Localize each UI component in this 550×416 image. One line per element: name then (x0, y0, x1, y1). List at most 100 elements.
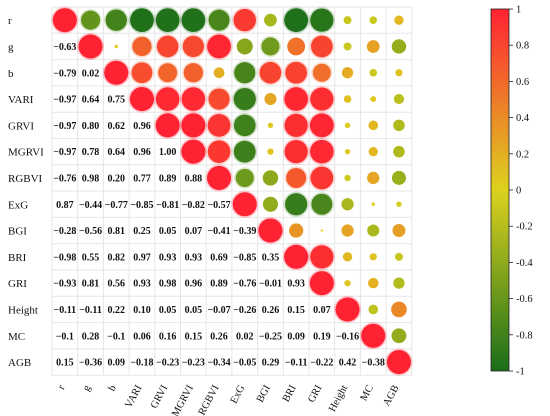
col-label-BRI: BRI (281, 383, 299, 404)
coef-AGB-RGBVI: −0.34 (207, 358, 230, 369)
coef-GRI-ExG: −0.76 (233, 279, 256, 290)
coef-Height-b: 0.22 (108, 305, 126, 316)
col-label-GRI: GRI (306, 383, 324, 405)
corr-circle-BGI-MC (367, 224, 380, 237)
row-label-BGI: BGI (8, 226, 27, 238)
corr-circle-BGI-BRI (289, 223, 304, 238)
coef-VARI-g: 0.64 (82, 95, 100, 106)
coef-MC-r: −0.1 (56, 331, 74, 342)
corr-circle-MGRVI-BGI (267, 148, 274, 155)
coef-MGRVI-VARI: 0.96 (133, 147, 151, 158)
coef-ExG-MGRVI: −0.82 (182, 200, 205, 211)
colorbar-tick-label: 0.2 (516, 149, 529, 160)
corr-circle-b-BRI (285, 61, 308, 84)
corr-circle-g-VARI (132, 36, 152, 57)
corr-circle-RGBVI-GRI (310, 166, 334, 190)
corr-circle-ExG-ExG (232, 192, 257, 217)
coef-MGRVI-GRVI: 1.00 (159, 147, 177, 158)
row-label-g: g (8, 41, 14, 53)
corr-circle-GRVI-BRI (284, 113, 308, 137)
coef-Height-GRVI: 0.05 (159, 305, 177, 316)
corr-circle-GRI-GRI (309, 271, 334, 296)
corr-circle-RGBVI-RGBVI (207, 165, 232, 190)
coef-AGB-r: 0.15 (56, 358, 74, 369)
corr-circle-RGBVI-Height (344, 174, 351, 182)
coef-Height-RGBVI: −0.07 (207, 305, 230, 316)
corr-circle-MGRVI-GRI (310, 139, 334, 164)
colorbar-tick-label: 0.4 (516, 113, 530, 124)
coef-BGI-ExG: −0.39 (233, 226, 256, 237)
corr-circle-ExG-AGB (396, 201, 402, 207)
coef-AGB-ExG: −0.05 (233, 358, 256, 369)
coef-Height-BGI: 0.26 (262, 305, 280, 316)
coef-MC-b: −0.1 (107, 331, 125, 342)
coef-BGI-VARI: 0.25 (133, 226, 151, 237)
coef-BRI-BGI: 0.35 (262, 252, 280, 263)
corr-circle-VARI-GRVI (155, 87, 180, 111)
colorbar-tick-label: 0.8 (516, 41, 529, 52)
corr-circle-b-GRVI (158, 63, 178, 83)
corr-circle-GRVI-MC (368, 120, 379, 131)
coef-BGI-RGBVI: −0.41 (207, 226, 230, 237)
corr-circle-MGRVI-BRI (284, 140, 308, 164)
coef-AGB-BGI: 0.29 (262, 358, 280, 369)
corr-circle-r-GRVI (155, 8, 180, 33)
corr-circle-RGBVI-BGI (262, 170, 279, 186)
corr-circle-GRVI-MGRVI (181, 113, 206, 138)
colorbar-tick-label: 1 (516, 5, 521, 16)
corr-circle-g-MGRVI (182, 35, 204, 58)
coef-VARI-b: 0.75 (108, 95, 126, 106)
col-label-ExG: ExG (229, 383, 248, 406)
coef-MC-Height: −0.16 (336, 331, 359, 342)
corr-circle-RGBVI-AGB (391, 170, 406, 185)
coef-AGB-VARI: −0.18 (130, 358, 153, 369)
corr-circle-RGBVI-ExG (235, 168, 254, 188)
corr-circle-g-AGB (391, 39, 407, 54)
corr-circle-b-b (104, 60, 129, 85)
corr-circle-Height-MC (368, 304, 379, 315)
coef-RGBVI-b: 0.20 (108, 173, 126, 184)
corr-circle-VARI-RGBVI (208, 88, 230, 110)
coef-AGB-g: −0.36 (79, 358, 102, 369)
coef-GRI-VARI: 0.93 (133, 279, 151, 290)
row-label-GRVI: GRVI (8, 120, 34, 132)
corr-circle-BRI-AGB (394, 252, 403, 261)
col-label-VARI: VARI (123, 383, 144, 410)
corr-circle-VARI-MGRVI (181, 87, 206, 111)
corr-circle-MGRVI-AGB (393, 145, 405, 158)
coef-BGI-b: 0.81 (108, 226, 126, 237)
coef-g-r: −0.63 (53, 42, 76, 53)
coef-ExG-RGBVI: −0.57 (207, 200, 230, 211)
coef-GRI-MGRVI: 0.96 (185, 279, 203, 290)
coef-Height-MGRVI: 0.05 (185, 305, 203, 316)
coef-GRI-BRI: 0.93 (287, 279, 305, 290)
row-label-GRI: GRI (8, 278, 27, 290)
corr-circle-VARI-BRI (284, 87, 309, 111)
corr-circle-r-GRI (310, 8, 334, 32)
coef-Height-r: −0.11 (54, 305, 77, 316)
coef-Height-ExG: −0.26 (233, 305, 256, 316)
coef-MC-BRI: 0.09 (287, 331, 305, 342)
row-label-MGRVI: MGRVI (8, 147, 44, 159)
coef-AGB-b: 0.09 (108, 358, 126, 369)
corr-circle-VARI-MC (370, 96, 377, 103)
corr-circle-r-ExG (233, 8, 256, 32)
corr-circle-BGI-Height (341, 224, 354, 237)
col-label-g: g (81, 383, 94, 393)
coef-BGI-r: −0.28 (53, 226, 76, 237)
colorbar-tick-label: 0 (516, 186, 521, 197)
row-label-b: b (8, 68, 14, 80)
corr-circle-r-AGB (394, 15, 404, 25)
corr-circle-GRVI-Height (344, 122, 351, 129)
coef-Height-g: −0.11 (79, 305, 102, 316)
coef-AGB-MGRVI: −0.23 (182, 358, 205, 369)
coef-ExG-g: −0.44 (79, 200, 102, 211)
corr-circle-b-Height (341, 67, 354, 79)
row-label-Height: Height (8, 304, 38, 316)
col-label-MC: MC (359, 383, 376, 403)
corr-circle-GRI-AGB (393, 277, 405, 289)
corr-circle-b-RGBVI (213, 67, 225, 79)
corr-circle-g-GRI (311, 35, 333, 58)
colorbar-tick-label: -1 (516, 367, 525, 378)
